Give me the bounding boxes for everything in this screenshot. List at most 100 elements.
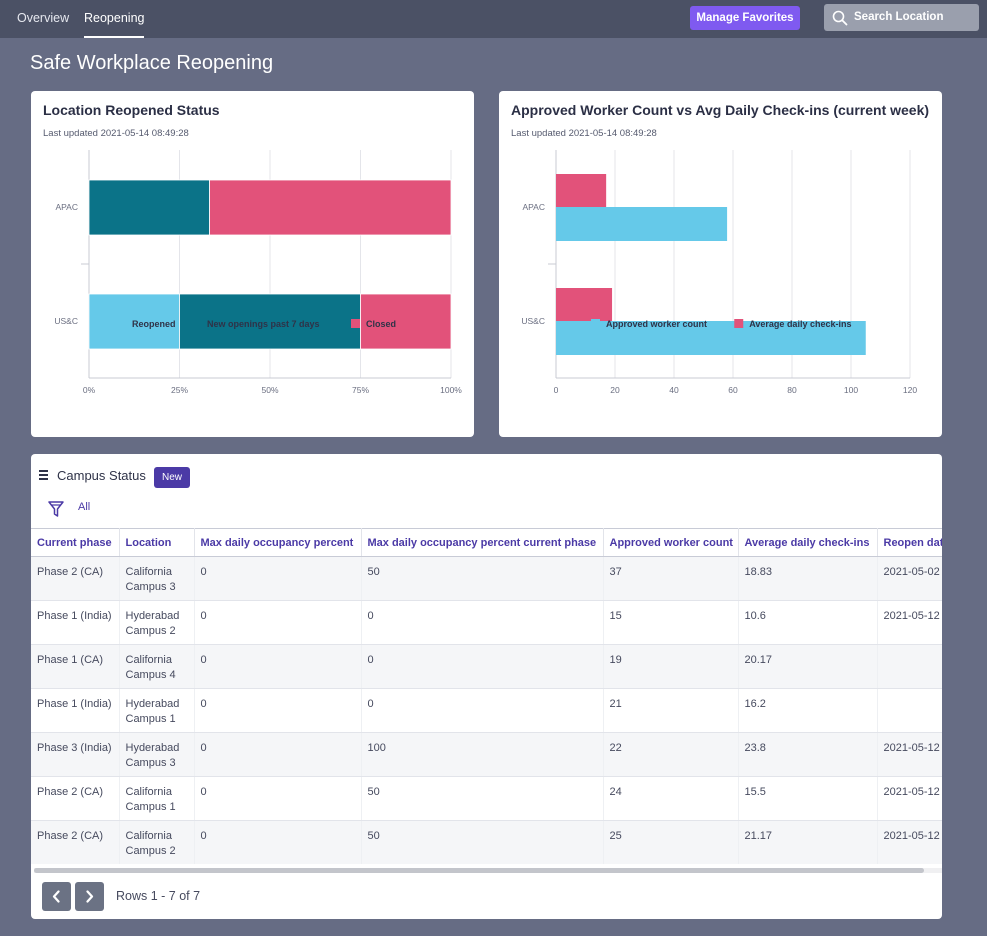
column-header[interactable]: Reopen date [877, 528, 942, 557]
table-cell: 37 [603, 556, 739, 601]
table-cell: 2021-05-12 [877, 776, 942, 821]
legend-swatch [591, 319, 600, 328]
legend-swatch [734, 319, 744, 328]
category-label: US&C [521, 316, 545, 326]
table-cell: 20.17 [738, 644, 878, 689]
table-row[interactable]: Phase 2 (CA) California Campus 1 0 50 24 15.5 2… [31, 776, 942, 821]
table-cell: Phase 2 (CA) [31, 820, 120, 864]
table-header-row: Current phase Location Max daily occupancy… [31, 528, 942, 557]
legend-label: Closed [366, 319, 396, 329]
table-cell: Phase 1 (CA) [31, 644, 120, 689]
table-cell: 10.6 [738, 600, 878, 645]
table-row[interactable]: Phase 3 (India) Hyderabad Campus 3 0 100 22 23… [31, 732, 942, 777]
table-cell: 100 [361, 732, 604, 777]
table-cell: Hyderabad Campus 2 [119, 600, 195, 645]
table-cell: 0 [361, 688, 604, 733]
tab-overview[interactable]: Overview [17, 11, 70, 25]
category-label: US&C [54, 316, 78, 326]
legend-swatch [351, 319, 360, 328]
category-label: APAC [522, 202, 545, 212]
table-row[interactable]: Phase 2 (CA) California Campus 3 0 50 37 18.83… [31, 556, 942, 601]
bar [556, 321, 866, 355]
x-tick-label: 25% [171, 385, 188, 395]
x-tick-label: 20 [610, 385, 620, 395]
column-header[interactable]: Approved worker count [603, 528, 739, 557]
x-tick-label: 75% [352, 385, 369, 395]
column-header[interactable]: Average daily check-ins [738, 528, 878, 557]
table-row[interactable]: Phase 1 (India) Hyderabad Campus 1 0 0 21 16.2 [31, 688, 942, 733]
menu-icon[interactable] [39, 470, 48, 480]
table-cell: Phase 1 (India) [31, 600, 120, 645]
table-cell: 0 [194, 556, 362, 601]
table-cell: 50 [361, 820, 604, 864]
manage-favorites-button[interactable]: Manage Favorites [690, 6, 800, 30]
x-tick-label: 0 [554, 385, 559, 395]
table-cell: Phase 2 (CA) [31, 556, 120, 601]
table-cell [877, 688, 942, 733]
legend-swatch [192, 319, 201, 328]
bar [556, 288, 613, 322]
last-updated: Last updated 2021-05-14 08:49:28 [511, 128, 657, 139]
table-cell: 0 [194, 644, 362, 689]
filter-all-link[interactable]: All [78, 501, 91, 513]
x-tick-label: 40 [669, 385, 679, 395]
column-header[interactable]: Current phase [31, 528, 120, 557]
legend-label: Reopened [132, 319, 176, 329]
worker-checkins-chart: 0 20 40 60 80 100 120 APAC US&C Approved worker c… [521, 150, 917, 395]
table-cell: 0 [194, 776, 362, 821]
table-cell: 2021-05-12 [877, 820, 942, 864]
table-cell: 15 [603, 600, 739, 645]
worker-checkins-card: Approved Worker Count vs Avg Daily Check… [499, 91, 942, 437]
table-row[interactable]: Phase 1 (India) Hyderabad Campus 2 0 0 15 10.6… [31, 600, 942, 645]
table-cell: 19 [603, 644, 739, 689]
table-cell: 22 [603, 732, 739, 777]
x-tick-label: 50% [261, 385, 278, 395]
bar-segment [209, 179, 452, 236]
search-icon [832, 10, 848, 26]
column-header[interactable]: Location [119, 528, 195, 557]
table-row[interactable]: Phase 2 (CA) California Campus 2 0 50 25 21.17… [31, 820, 942, 864]
top-nav-bar: Overview Reopening Manage Favorites Sear… [0, 0, 987, 38]
table-cell: 2021-05-02 [877, 556, 942, 601]
table-cell: 2021-05-12 [877, 732, 942, 777]
column-header[interactable]: Max daily occupancy percent current phas… [361, 528, 604, 557]
legend-label: Approved worker count [606, 319, 707, 329]
table-cell: California Campus 2 [119, 820, 195, 864]
next-page-button[interactable] [75, 882, 104, 911]
table-cell: 21 [603, 688, 739, 733]
previous-page-button[interactable] [42, 882, 71, 911]
tab-reopening[interactable]: Reopening [84, 0, 145, 38]
table-cell: 24 [603, 776, 739, 821]
location-status-card: Location Reopened Status Last updated 20… [31, 91, 474, 437]
table-cell: 0 [361, 600, 604, 645]
table-cell: 0 [194, 600, 362, 645]
legend-label: New openings past 7 days [207, 319, 320, 329]
table-row[interactable]: Phase 1 (CA) California Campus 4 0 0 19 20.17 [31, 644, 942, 689]
chevron-left-icon [52, 890, 60, 903]
filter-icon[interactable] [48, 500, 64, 518]
scrollbar-thumb[interactable] [34, 868, 924, 873]
table-cell: Phase 1 (India) [31, 688, 120, 733]
rows-count-label: Rows 1 - 7 of 7 [116, 889, 201, 903]
table-cell: California Campus 4 [119, 644, 195, 689]
x-tick-label: 100 [844, 385, 858, 395]
table-cell: 16.2 [738, 688, 878, 733]
chevron-right-icon [86, 890, 94, 903]
bar-segment [88, 293, 180, 350]
campus-table: Current phase Location Max daily occupancy… [31, 528, 942, 864]
table-cell: 0 [361, 644, 604, 689]
table-cell: California Campus 3 [119, 556, 195, 601]
card-title: Location Reopened Status [43, 102, 220, 118]
table-cell: 50 [361, 776, 604, 821]
new-button[interactable]: New [154, 467, 190, 488]
table-cell: 0 [194, 688, 362, 733]
table-cell: 25 [603, 820, 739, 864]
table-cell: 0 [194, 732, 362, 777]
legend-swatch [117, 319, 126, 328]
page-title: Safe Workplace Reopening [30, 52, 274, 74]
horizontal-scrollbar[interactable] [34, 868, 942, 873]
table-cell: Phase 3 (India) [31, 732, 120, 777]
column-header[interactable]: Max daily occupancy percent [194, 528, 362, 557]
table-cell: California Campus 1 [119, 776, 195, 821]
search-location-input[interactable]: Search Location [824, 4, 979, 31]
